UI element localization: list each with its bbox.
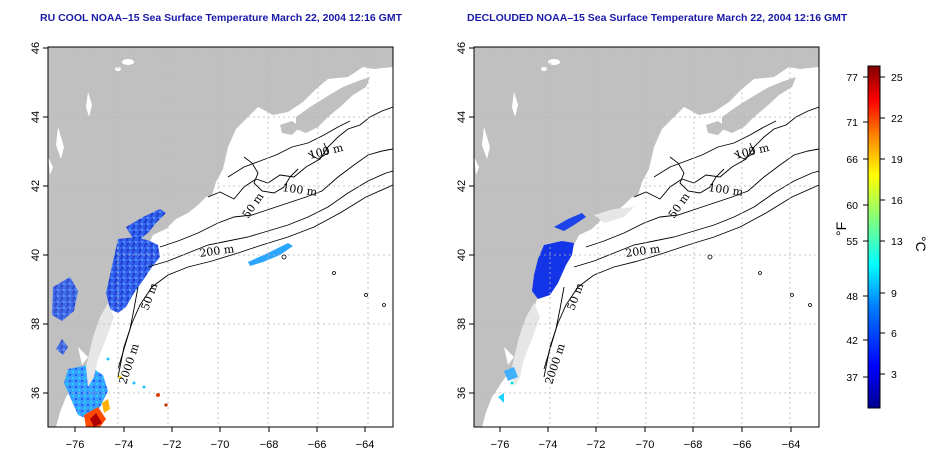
lat-tick-right-5: 46 [456, 42, 468, 54]
contour-2000m-right [543, 184, 819, 378]
panel-title-right: DECLOUDED NOAA–15 Sea Surface Temperatur… [467, 12, 848, 24]
cb-c-tick-4: 13 [891, 236, 903, 248]
map-panel-left: RU COOL NOAA–15 Sea Surface Temperature … [30, 12, 403, 451]
colorbar-gradient [867, 65, 881, 409]
sst-patch-nj [106, 237, 160, 313]
sst-patch-slope [248, 243, 293, 266]
lon-tick-left-6: −64 [356, 439, 375, 451]
cb-f-tick-4: 55 [846, 236, 858, 248]
sst-patch-declouded-north [554, 213, 586, 231]
lon-tick-right-1: −74 [539, 439, 558, 451]
lat-tick-left-0: 36 [30, 387, 42, 399]
lon-tick-left-1: −74 [115, 439, 134, 451]
map-frame-right [473, 46, 820, 428]
lon-tick-left-2: −72 [163, 439, 182, 451]
lon-tick-left-4: −68 [260, 439, 279, 451]
cb-f-tick-3: 60 [846, 200, 858, 212]
cb-f-tick-6: 42 [846, 335, 858, 347]
sst-patch-south [64, 365, 108, 419]
map-area-left: 100 m 100 m 50 m 200 m 50 m 2000 m [48, 47, 393, 427]
cb-c-tick-3: 16 [891, 195, 903, 207]
map-panel-right: DECLOUDED NOAA–15 Sea Surface Temperatur… [456, 12, 848, 451]
sst-patch-declouded-nj [532, 241, 574, 299]
map-area-right: 100 m 100 m 50 m 200 m 50 m 2000 m [474, 47, 819, 427]
lat-tick-left-5: 46 [30, 42, 42, 54]
contour-label-left-4: 200 m [199, 242, 236, 260]
contour-50m-right [633, 106, 819, 200]
cb-f-tick-2: 66 [846, 154, 858, 166]
cb-f-tick-5: 48 [846, 291, 858, 303]
cb-f-tick-0: 77 [846, 72, 858, 84]
lon-tick-right-4: −68 [684, 439, 703, 451]
cb-f-tick-7: 37 [846, 372, 858, 384]
contour-100m-right [585, 148, 819, 248]
lon-tick-left-3: −70 [211, 439, 230, 451]
contour-100m-left [159, 148, 393, 248]
lon-tick-right-6: −64 [782, 439, 801, 451]
nova-scotia-right [722, 77, 796, 133]
contour-label-right-2: 100 m [708, 181, 745, 199]
contour-label-right-4: 200 m [625, 242, 662, 260]
cb-c-tick-7: 3 [891, 369, 897, 381]
contour-200m-left [147, 170, 393, 268]
lon-tick-right-2: −72 [587, 439, 606, 451]
lat-tick-left-4: 44 [30, 111, 42, 123]
lat-tick-right-0: 36 [456, 387, 468, 399]
lon-tick-left-5: −66 [308, 439, 327, 451]
cb-c-tick-5: 9 [891, 288, 897, 300]
contour-2000m-left [117, 184, 393, 378]
contour-50m-left [207, 106, 393, 200]
sst-patch-northeast [126, 209, 166, 239]
panel-title-left: RU COOL NOAA–15 Sea Surface Temperature … [40, 12, 403, 24]
cb-unit-celsius: °C [913, 236, 929, 252]
land-mass-left [48, 47, 393, 427]
lon-tick-right-0: −76 [491, 439, 510, 451]
cb-c-tick-1: 22 [891, 113, 903, 125]
lat-tick-right-4: 44 [456, 111, 468, 123]
colorbar: 77 71 66 60 55 48 42 37 25 22 19 16 13 9… [833, 65, 929, 409]
cb-c-tick-6: 6 [891, 328, 897, 340]
lat-tick-left-3: 42 [30, 180, 42, 192]
land-mass-right [474, 47, 819, 427]
lat-tick-left-1: 38 [30, 318, 42, 330]
nova-scotia-left [296, 77, 370, 133]
lat-tick-right-1: 38 [456, 318, 468, 330]
contour-200m-right [573, 170, 819, 268]
cb-c-tick-2: 19 [891, 154, 903, 166]
cb-c-tick-0: 25 [891, 72, 903, 84]
cb-f-tick-1: 71 [846, 117, 858, 129]
lon-tick-right-3: −70 [636, 439, 655, 451]
lat-tick-right-2: 40 [456, 249, 468, 261]
lon-tick-right-5: −66 [733, 439, 752, 451]
cb-unit-fahrenheit: °F [833, 222, 849, 236]
contour-label-left-2: 100 m [282, 181, 319, 199]
lat-tick-right-3: 42 [456, 180, 468, 192]
lat-tick-left-2: 40 [30, 249, 42, 261]
lon-tick-left-0: −76 [66, 439, 85, 451]
